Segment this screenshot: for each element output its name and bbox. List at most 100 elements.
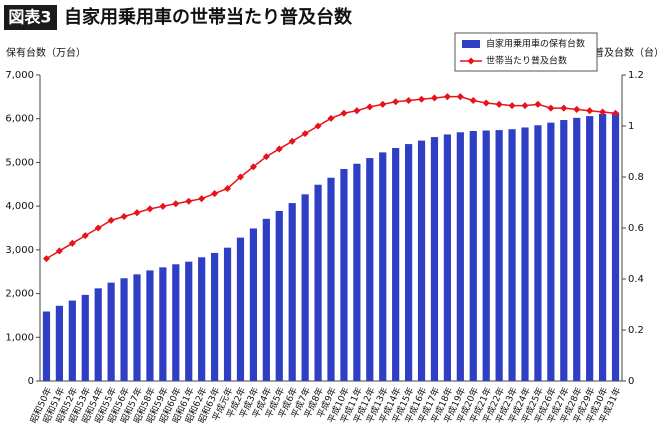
y-tick-label: 3,000 bbox=[5, 245, 34, 256]
y2-tick-label: 0.8 bbox=[628, 172, 644, 183]
badge: 図表3 bbox=[8, 8, 51, 27]
marker bbox=[146, 205, 154, 213]
legend-label: 自家用乗用車の保有台数 bbox=[486, 38, 585, 50]
bar bbox=[301, 194, 309, 381]
y-tick-label: 7,000 bbox=[5, 70, 34, 81]
bar bbox=[469, 130, 477, 381]
y2-tick-label: 1 bbox=[628, 121, 634, 132]
y-tick-label: 1,000 bbox=[5, 332, 34, 343]
y2-tick-label: 0 bbox=[628, 376, 634, 387]
marker bbox=[81, 232, 89, 240]
bar bbox=[366, 158, 374, 381]
bar bbox=[573, 117, 581, 381]
bar bbox=[521, 127, 529, 381]
y2-tick-label: 0.2 bbox=[628, 325, 644, 336]
y-tick-label: 0 bbox=[28, 376, 34, 387]
marker bbox=[133, 209, 141, 217]
marker bbox=[340, 109, 348, 117]
bar bbox=[443, 134, 451, 381]
bar bbox=[547, 122, 555, 382]
bar bbox=[392, 148, 400, 381]
bar bbox=[417, 140, 426, 381]
marker bbox=[211, 190, 219, 198]
y2-tick-label: 1.2 bbox=[628, 70, 644, 81]
legend-label: 世帯当たり普及台数 bbox=[486, 55, 567, 67]
marker bbox=[107, 216, 115, 224]
bar bbox=[185, 261, 193, 381]
marker bbox=[573, 105, 581, 113]
y-axis-title: 保有台数（万台） bbox=[6, 46, 86, 59]
marker bbox=[353, 107, 361, 115]
bar bbox=[223, 247, 232, 381]
marker bbox=[508, 102, 516, 110]
marker bbox=[262, 153, 270, 161]
marker bbox=[275, 145, 283, 153]
bar bbox=[495, 130, 503, 381]
marker bbox=[495, 100, 503, 108]
y2-tick-label: 0.4 bbox=[628, 274, 644, 285]
bar bbox=[81, 294, 89, 381]
marker bbox=[392, 98, 400, 106]
marker bbox=[417, 95, 426, 103]
marker bbox=[611, 109, 620, 117]
bar bbox=[611, 112, 620, 381]
bar bbox=[262, 218, 270, 381]
bar bbox=[288, 203, 296, 381]
legend-swatch bbox=[462, 40, 480, 48]
bar bbox=[340, 168, 348, 381]
marker bbox=[301, 130, 309, 138]
bar bbox=[534, 125, 542, 382]
y-tick-label: 2,000 bbox=[5, 289, 34, 300]
marker bbox=[482, 99, 490, 107]
bar bbox=[249, 228, 257, 381]
marker bbox=[94, 224, 102, 232]
y-tick-label: 4,000 bbox=[5, 201, 34, 212]
marker bbox=[288, 137, 296, 145]
bar bbox=[211, 252, 219, 381]
marker bbox=[547, 104, 555, 112]
bar bbox=[314, 184, 322, 381]
marker bbox=[198, 195, 206, 203]
bar bbox=[42, 311, 51, 381]
bar bbox=[55, 305, 63, 381]
marker bbox=[560, 104, 568, 112]
marker bbox=[599, 108, 607, 116]
bar bbox=[430, 137, 439, 381]
marker bbox=[42, 255, 51, 263]
y2-tick-label: 0.6 bbox=[628, 223, 644, 234]
bar bbox=[198, 257, 206, 381]
bar bbox=[586, 116, 594, 381]
marker bbox=[405, 96, 413, 105]
bar bbox=[275, 210, 283, 381]
marker bbox=[236, 173, 245, 181]
bar bbox=[353, 163, 361, 381]
legend-marker bbox=[467, 57, 475, 65]
bar bbox=[68, 300, 76, 381]
bar bbox=[107, 282, 115, 381]
bar bbox=[172, 264, 180, 381]
marker bbox=[172, 200, 180, 208]
marker bbox=[223, 184, 232, 193]
bar bbox=[379, 152, 387, 381]
bar bbox=[236, 237, 245, 381]
marker bbox=[456, 93, 464, 101]
y-tick-label: 5,000 bbox=[5, 157, 34, 168]
marker bbox=[430, 94, 439, 102]
marker bbox=[159, 202, 167, 210]
bar bbox=[405, 144, 413, 381]
marker bbox=[586, 107, 594, 115]
marker bbox=[120, 212, 128, 221]
bar bbox=[133, 274, 141, 381]
marker bbox=[185, 197, 193, 205]
bar bbox=[482, 130, 490, 381]
y-tick-label: 6,000 bbox=[5, 114, 34, 125]
marker bbox=[521, 102, 529, 110]
bar bbox=[146, 270, 154, 381]
marker bbox=[327, 114, 335, 122]
marker bbox=[55, 247, 63, 255]
bar bbox=[599, 113, 607, 382]
legend-box bbox=[454, 32, 598, 72]
marker bbox=[534, 100, 542, 108]
marker bbox=[68, 239, 76, 247]
